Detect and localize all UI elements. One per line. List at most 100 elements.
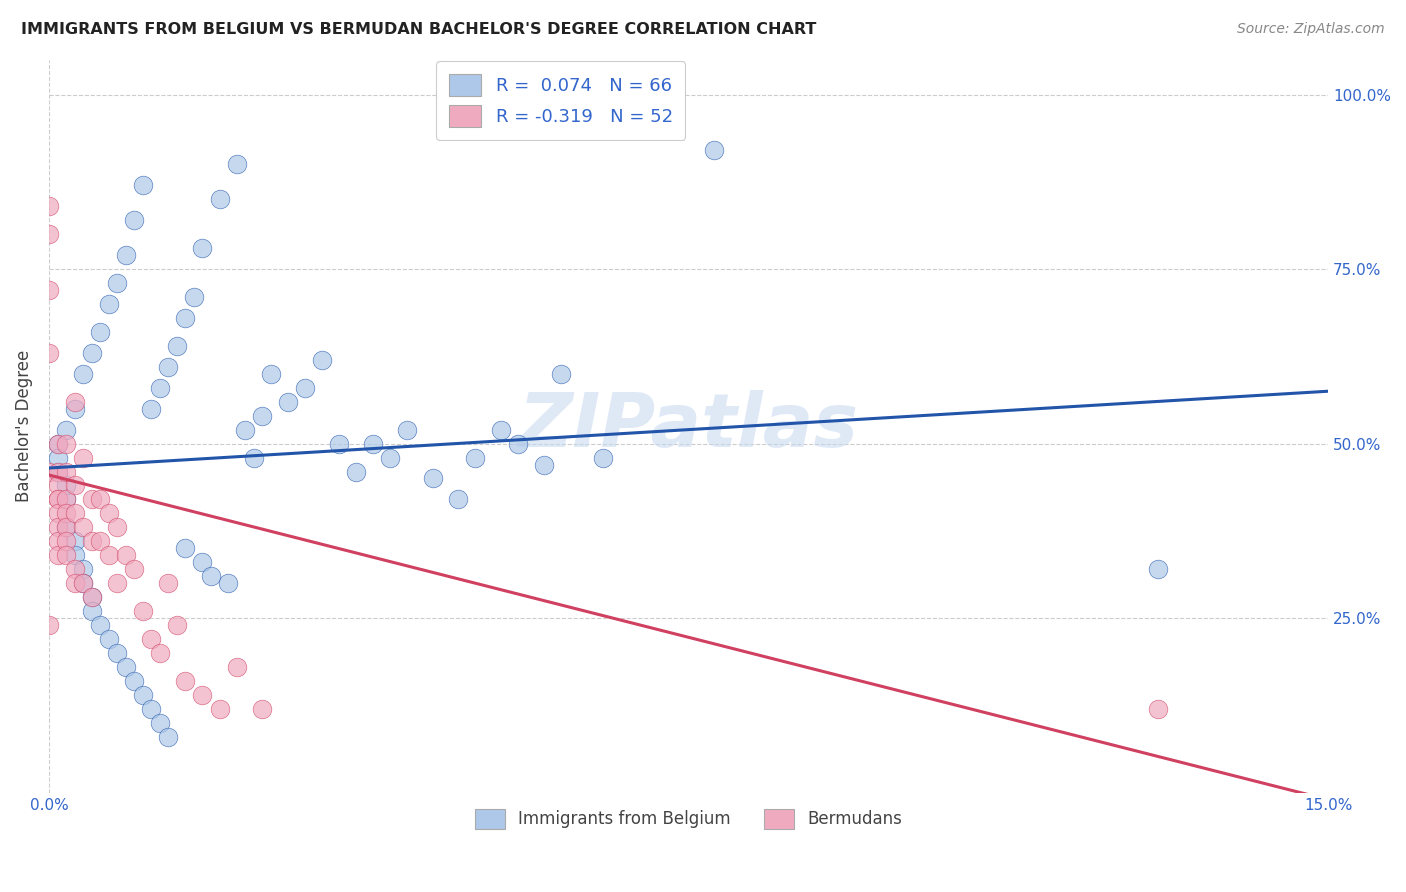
Point: [174, 541, 197, 556]
Point: [72, 450, 94, 465]
Point: [141, 401, 163, 416]
Point: [80, 492, 103, 507]
Point: [396, 423, 419, 437]
Point: [72, 520, 94, 534]
Point: [55, 478, 77, 492]
Point: [46, 465, 69, 479]
Point: [166, 618, 188, 632]
Point: [97, 297, 120, 311]
Point: [38, 283, 60, 297]
Point: [80, 534, 103, 549]
Point: [105, 646, 128, 660]
Point: [72, 576, 94, 591]
Point: [46, 534, 69, 549]
Point: [46, 465, 69, 479]
Point: [46, 492, 69, 507]
Point: [200, 569, 222, 583]
Point: [63, 534, 86, 549]
Point: [191, 555, 214, 569]
Point: [46, 520, 69, 534]
Point: [157, 359, 180, 374]
Point: [464, 450, 486, 465]
Point: [122, 673, 145, 688]
Point: [80, 604, 103, 618]
Point: [46, 549, 69, 563]
Point: [63, 401, 86, 416]
Point: [55, 520, 77, 534]
Point: [174, 673, 197, 688]
Point: [149, 381, 172, 395]
Text: IMMIGRANTS FROM BELGIUM VS BERMUDAN BACHELOR'S DEGREE CORRELATION CHART: IMMIGRANTS FROM BELGIUM VS BERMUDAN BACH…: [21, 22, 817, 37]
Point: [447, 492, 470, 507]
Point: [191, 688, 214, 702]
Point: [46, 436, 69, 450]
Point: [38, 199, 60, 213]
Point: [242, 450, 264, 465]
Point: [250, 409, 273, 423]
Point: [149, 715, 172, 730]
Point: [97, 549, 120, 563]
Y-axis label: Bachelor's Degree: Bachelor's Degree: [15, 350, 32, 502]
Point: [80, 346, 103, 360]
Point: [378, 450, 401, 465]
Point: [260, 367, 283, 381]
Point: [38, 618, 60, 632]
Point: [217, 576, 239, 591]
Point: [72, 562, 94, 576]
Point: [55, 465, 77, 479]
Point: [294, 381, 316, 395]
Point: [1146, 562, 1168, 576]
Point: [46, 436, 69, 450]
Point: [141, 702, 163, 716]
Point: [38, 227, 60, 241]
Point: [157, 576, 180, 591]
Point: [141, 632, 163, 646]
Point: [191, 241, 214, 255]
Point: [174, 310, 197, 325]
Point: [63, 394, 86, 409]
Point: [55, 549, 77, 563]
Point: [132, 688, 155, 702]
Point: [46, 450, 69, 465]
Point: [703, 144, 725, 158]
Point: [149, 646, 172, 660]
Point: [311, 352, 333, 367]
Point: [63, 507, 86, 521]
Point: [1146, 702, 1168, 716]
Point: [80, 590, 103, 604]
Text: Source: ZipAtlas.com: Source: ZipAtlas.com: [1237, 22, 1385, 37]
Point: [166, 339, 188, 353]
Point: [89, 534, 111, 549]
Point: [592, 450, 614, 465]
Point: [46, 507, 69, 521]
Point: [422, 471, 444, 485]
Point: [114, 660, 136, 674]
Point: [55, 492, 77, 507]
Point: [105, 576, 128, 591]
Point: [80, 590, 103, 604]
Legend: Immigrants from Belgium, Bermudans: Immigrants from Belgium, Bermudans: [468, 802, 908, 836]
Point: [55, 492, 77, 507]
Point: [97, 632, 120, 646]
Point: [105, 520, 128, 534]
Point: [506, 436, 529, 450]
Point: [550, 367, 572, 381]
Point: [55, 507, 77, 521]
Point: [55, 436, 77, 450]
Point: [55, 520, 77, 534]
Point: [55, 423, 77, 437]
Point: [208, 192, 231, 206]
Point: [225, 660, 247, 674]
Point: [250, 702, 273, 716]
Point: [183, 290, 205, 304]
Point: [63, 576, 86, 591]
Point: [208, 702, 231, 716]
Point: [46, 492, 69, 507]
Point: [63, 478, 86, 492]
Point: [38, 465, 60, 479]
Point: [97, 507, 120, 521]
Point: [89, 492, 111, 507]
Point: [225, 157, 247, 171]
Point: [46, 478, 69, 492]
Point: [63, 549, 86, 563]
